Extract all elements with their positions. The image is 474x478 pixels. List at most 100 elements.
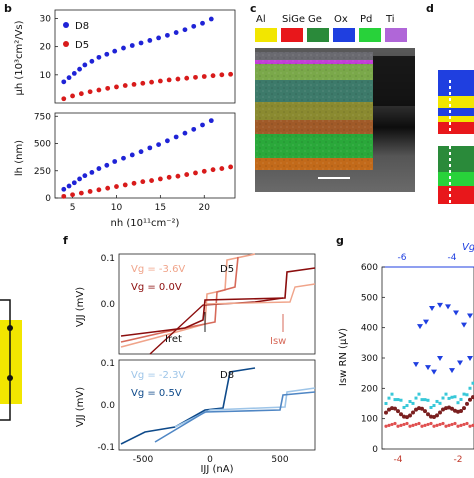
g-ytick: 200 (361, 384, 378, 394)
g-point-square (409, 400, 412, 403)
legend-d5: D5 (75, 40, 89, 51)
g-ytick: 0 (372, 445, 378, 455)
g-point-triangle (467, 314, 473, 319)
g-point-square (463, 393, 466, 396)
b-bottom-ytick: 750 (34, 112, 51, 122)
b-bottom-point-d8 (89, 170, 94, 175)
g-point-small (405, 422, 408, 425)
contact-dot-bottom (7, 375, 13, 381)
g-point-square (427, 399, 430, 402)
f-bot-ytick-0: -0.1 (97, 443, 115, 453)
g-point-circle (459, 409, 463, 413)
g-point-square (400, 399, 403, 402)
f-xtick-0: -500 (133, 455, 154, 465)
g-point-circle (468, 398, 472, 402)
b-top-point-d8 (209, 17, 214, 22)
b-top-point-d5 (193, 75, 198, 80)
panel-b: b μh (10³cm²/Vs) lh (nm) nh (10¹¹cm⁻²) D… (0, 0, 240, 230)
b-top-point-d5 (97, 88, 102, 93)
b-bottom-point-d8 (121, 156, 126, 161)
material-swatch-ti (385, 28, 407, 42)
g-point-triangle (413, 362, 419, 367)
b-bottom-point-d8 (174, 135, 179, 140)
g-point-square (466, 393, 469, 396)
g-point-square (448, 397, 451, 400)
g-point-circle (423, 409, 427, 413)
b-top-ytick: 10 (40, 71, 52, 81)
material-label-ti: Ti (385, 14, 395, 25)
g-point-small (429, 422, 432, 425)
g-ytick: 400 (361, 324, 378, 334)
b-bottom-point-d8 (61, 187, 66, 192)
panel-f-chart: D5 Vg = -3.6V Vg = 0.0V Iret Isw D8 Vg =… (55, 232, 325, 474)
g-point-triangle (437, 356, 443, 361)
b-top-point-d8 (200, 21, 205, 26)
b-bottom-point-d5 (211, 167, 216, 172)
b-top-point-d5 (219, 72, 224, 77)
b-bottom-ytick: 250 (34, 167, 51, 177)
b-top-point-d8 (165, 33, 170, 38)
b-bottom-point-d5 (97, 187, 102, 192)
legend-marker-d8 (63, 22, 69, 28)
g-point-small (417, 422, 420, 425)
g-point-square (388, 397, 391, 400)
g-point-circle (396, 409, 400, 413)
b-bottom-point-d8 (165, 138, 170, 143)
g-point-triangle (461, 323, 467, 328)
material-swatch-sige (281, 28, 303, 42)
g-point-small (387, 424, 390, 427)
b-top-point-d5 (79, 91, 84, 96)
g-point-circle (438, 410, 442, 414)
material-label-ox: Ox (334, 14, 348, 25)
d-ge-block (438, 146, 474, 172)
b-bottom-point-d5 (61, 194, 66, 199)
b-top-point-d8 (183, 27, 188, 32)
g-point-square (442, 397, 445, 400)
g-point-square (457, 401, 460, 404)
b-top-point-d8 (191, 24, 196, 29)
b-bottom-point-d8 (139, 149, 144, 154)
b-xtick: 5 (70, 203, 76, 213)
f-xtick-1: 0 (207, 455, 213, 465)
b-bottom-point-d5 (105, 186, 110, 191)
g-point-triangle (453, 311, 459, 316)
g-point-square (394, 398, 397, 401)
g-point-square (415, 397, 418, 400)
b-bottom-point-d5 (149, 178, 154, 183)
g-point-triangle (467, 356, 473, 361)
g-ytick: 600 (361, 263, 378, 273)
g-point-small (444, 425, 447, 428)
b-bottom-point-d8 (97, 166, 102, 171)
d-sige-bottom (438, 186, 474, 204)
b-top-point-d5 (211, 73, 216, 78)
g-point-circle (408, 413, 412, 417)
b-top-point-d8 (72, 71, 77, 76)
b-bottom-point-d5 (88, 189, 93, 194)
g-point-small (426, 423, 429, 426)
b-bottom-ylabel: lh (nm) (14, 140, 25, 176)
g-point-triangle (417, 324, 423, 329)
panel-g-letter: g (336, 234, 344, 247)
b-bottom-point-d8 (147, 145, 152, 150)
d-pd-block (438, 172, 474, 186)
b-bottom-point-d8 (67, 184, 72, 189)
b-xtick: 15 (155, 203, 166, 213)
g-ytick: 500 (361, 293, 378, 303)
material-swatch-ox (333, 28, 355, 42)
b-top-point-d8 (104, 52, 109, 57)
b-top-point-d8 (97, 55, 102, 60)
f-top-device: D5 (220, 264, 234, 275)
b-bottom-point-d5 (79, 191, 84, 196)
panel-d-schematic (420, 0, 474, 230)
g-point-small (453, 422, 456, 425)
f-bot-vg2: Vg = 0.5V (131, 388, 182, 399)
f-xtick-2: 500 (271, 455, 288, 465)
b-top-point-d5 (132, 82, 137, 87)
g-point-small (408, 425, 411, 428)
g-point-triangle (449, 368, 455, 373)
panel-c-letter: c (250, 2, 257, 15)
b-xtick: 20 (199, 203, 211, 213)
f-top-vg2: Vg = 0.0V (131, 282, 182, 293)
b-top-point-d8 (121, 46, 126, 51)
b-bottom-point-d5 (114, 184, 119, 189)
